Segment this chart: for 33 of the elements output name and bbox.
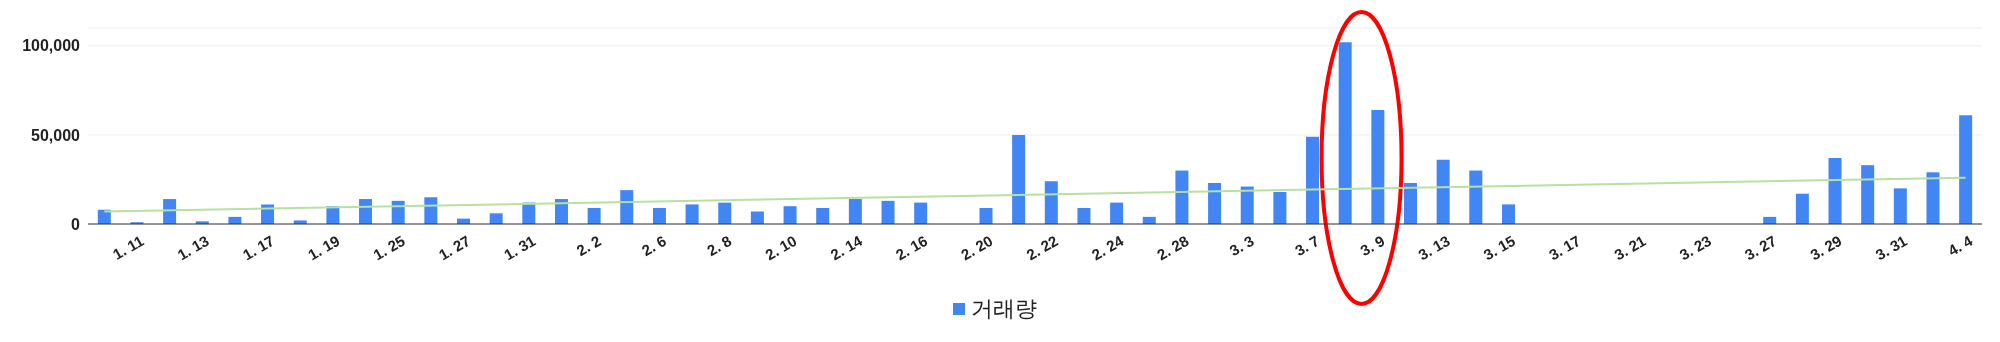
x-tick-label: 1. 11 xyxy=(109,231,147,263)
x-tick-label: 2. 6 xyxy=(638,231,669,260)
x-tick-label: 2. 10 xyxy=(762,231,800,264)
x-tick-label: 2. 28 xyxy=(1154,231,1192,264)
x-tick-label: 1. 31 xyxy=(500,231,539,264)
x-tick-label: 3. 15 xyxy=(1480,231,1518,264)
x-tick-label: 2. 24 xyxy=(1088,231,1127,264)
x-tick-label: 3. 31 xyxy=(1872,231,1910,264)
x-tick-label: 1. 25 xyxy=(370,231,408,264)
x-tick-label: 1. 19 xyxy=(305,231,343,264)
x-tick-label: 2. 16 xyxy=(892,231,931,264)
x-tick-label: 1. 17 xyxy=(239,231,278,264)
y-tick-label: 50,000 xyxy=(31,126,81,144)
x-tick-label: 2. 20 xyxy=(958,231,996,264)
x-tick-label: 3. 3 xyxy=(1226,231,1257,260)
x-tick-label: 3. 29 xyxy=(1807,231,1845,264)
y-tick-label: 0 xyxy=(71,215,81,233)
x-tick-label: 3. 13 xyxy=(1415,231,1453,264)
x-tick-label: 3. 7 xyxy=(1291,231,1323,260)
x-tick-label: 3. 21 xyxy=(1611,231,1649,264)
x-tick-label: 2. 8 xyxy=(704,231,735,260)
x-tick-label: 2. 14 xyxy=(827,231,866,264)
x-tick-label: 3. 9 xyxy=(1357,231,1388,260)
x-tick-label: 3. 17 xyxy=(1545,231,1584,264)
x-tick-label: 3. 23 xyxy=(1676,231,1714,264)
y-tick-label: 100,000 xyxy=(22,37,81,55)
legend-label: 거래량 xyxy=(971,295,1037,323)
x-tick-label: 3. 27 xyxy=(1741,231,1780,264)
x-tick-label: 1. 27 xyxy=(435,231,474,264)
x-tick-label: 2. 22 xyxy=(1023,231,1061,264)
x-tick-label: 4. 4 xyxy=(1944,231,1976,260)
x-tick-label: 1. 13 xyxy=(174,231,212,264)
x-tick-label: 2. 2 xyxy=(573,231,604,260)
